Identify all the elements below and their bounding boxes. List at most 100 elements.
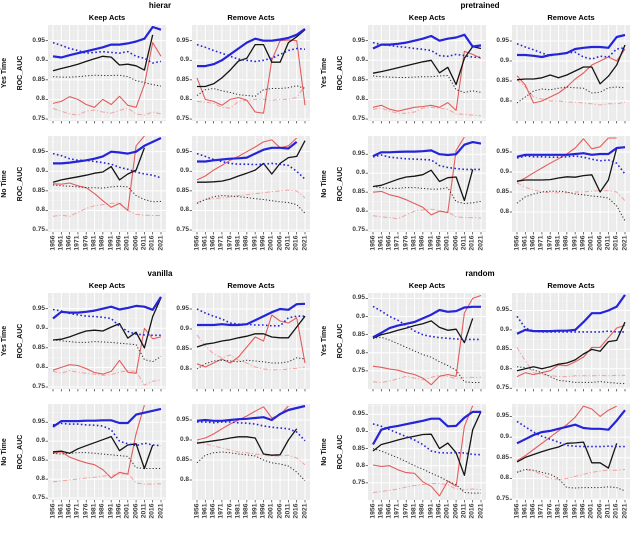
group-title: vanilla: [147, 269, 173, 278]
y-tick-label: 0.9: [499, 433, 509, 441]
y-axis-title: ROC_AUC: [17, 166, 24, 202]
panel-random-keep-acts-yes-time: [365, 293, 486, 392]
series-black-dotted: [196, 357, 306, 370]
series-blue-solid: [516, 294, 626, 335]
series-black-dotted: [196, 195, 306, 214]
y-tick-label: 0.95: [496, 37, 509, 44]
y-tick-label: 0.75: [352, 366, 365, 374]
series-black-solid: [52, 297, 162, 349]
y-tick-label: 0.95: [352, 294, 365, 302]
y-tick-label: 0.85: [352, 444, 365, 452]
series-black-solid: [516, 44, 626, 85]
panel-pretrained-remove-acts-no-time: [509, 136, 630, 235]
x-tick-label: 2016: [612, 503, 620, 519]
facet-group-random: random Keep Acts Remove Acts Yes Time No…: [320, 268, 640, 535]
x-tick-label: 2001: [267, 235, 275, 251]
series-blue-dotted: [372, 305, 481, 341]
row-label-yes-time: Yes Time: [321, 57, 328, 89]
x-tick-label: 1986: [562, 235, 570, 251]
y-tick-label: 0.95: [32, 418, 45, 426]
y-tick-label: 0.9: [35, 324, 45, 332]
y-tick-label: 0.8: [35, 475, 45, 483]
y-tick-label: 0.9: [179, 436, 189, 443]
series-black-solid: [52, 435, 154, 470]
y-tick-label: 0.85: [496, 188, 509, 195]
y-tick-label: 0.8: [499, 474, 509, 482]
y-tick-label: 0.8: [355, 95, 365, 103]
x-tick-label: 2016: [612, 235, 620, 251]
y-tick-label: 0.85: [176, 75, 189, 83]
x-tick-label: 1986: [98, 235, 106, 251]
series-black-solid: [52, 34, 154, 72]
series-red-dashdot: [516, 182, 626, 202]
y-tick-label: 0.75: [496, 495, 509, 503]
column-header-keep-acts: Keep Acts: [88, 13, 126, 22]
series-red-solid: [52, 327, 162, 375]
series-black-dotted: [372, 336, 481, 383]
series-blue-solid: [372, 140, 482, 158]
row-label-no-time: No Time: [321, 170, 328, 198]
column-header-remove-acts: Remove Acts: [547, 281, 595, 290]
y-tick-label: 0.8: [499, 208, 509, 215]
y-axis-title: ROC_AUC: [337, 55, 344, 91]
y-tick-label: 0.9: [499, 325, 509, 333]
series-black-solid: [372, 169, 474, 202]
row-label-yes-time: Yes Time: [321, 325, 328, 357]
x-tick-label: 2021: [477, 235, 484, 251]
x-tick-label: 1986: [242, 503, 250, 519]
series-blue-dotted: [516, 43, 626, 60]
x-tick-label: 2016: [148, 503, 156, 519]
y-tick-label: 0.95: [32, 36, 45, 44]
panel-vanilla-keep-acts-no-time: [45, 404, 166, 503]
y-tick-label: 0.8: [499, 364, 509, 372]
x-tick-label: 2001: [123, 503, 131, 519]
group-title: random: [465, 269, 495, 278]
series-blue-solid: [52, 407, 162, 428]
column-header-remove-acts: Remove Acts: [227, 281, 275, 290]
panel-random-keep-acts-no-time: [365, 404, 486, 503]
x-tick-label: 2021: [301, 503, 308, 519]
y-tick-label: 0.8: [35, 363, 45, 371]
y-tick-label: 0.85: [352, 75, 365, 83]
x-tick-label: 2016: [468, 235, 476, 251]
y-tick-label: 0.9: [179, 167, 189, 175]
y-tick-label: 0.85: [32, 343, 45, 351]
y-axis-title: ROC_AUC: [337, 166, 344, 202]
series-red-solid: [372, 294, 482, 386]
series-blue-solid: [52, 296, 162, 320]
series-blue-dotted: [196, 308, 305, 327]
series-blue-dotted: [196, 43, 306, 63]
x-tick-label: 1986: [418, 503, 426, 519]
panel-pretrained-keep-acts-yes-time: [365, 25, 486, 124]
y-tick-label: 0.75: [32, 383, 45, 391]
facet-group-pretrained: pretrained Keep Acts Remove Acts Yes Tim…: [320, 0, 640, 267]
y-tick-label: 0.75: [352, 226, 365, 234]
series-black-dotted: [516, 86, 626, 104]
series-red-dashdot: [196, 189, 306, 204]
y-tick-label: 0.85: [352, 188, 365, 196]
y-tick-label: 0.8: [355, 461, 365, 469]
y-tick-label: 0.95: [496, 148, 509, 155]
x-tick-label: 2021: [477, 503, 484, 519]
series-red-dashdot: [52, 107, 162, 116]
panel-pretrained-remove-acts-yes-time: [509, 25, 630, 124]
x-tick-label: 2021: [301, 235, 308, 251]
x-tick-label: 2021: [621, 503, 628, 519]
y-tick-label: 0.9: [179, 325, 189, 332]
series-black-solid: [372, 318, 474, 344]
series-red-dashdot: [372, 106, 482, 117]
series-blue-solid: [197, 141, 298, 163]
panel-pretrained-keep-acts-no-time: [365, 136, 486, 235]
x-tick-label: 2001: [443, 503, 451, 519]
x-tick-label: 2016: [292, 235, 300, 251]
row-label-yes-time: Yes Time: [1, 57, 8, 89]
y-tick-label: 0.75: [352, 478, 365, 486]
x-tick-label: 2021: [157, 503, 164, 519]
series-red-solid: [52, 404, 145, 479]
y-tick-label: 0.85: [176, 456, 189, 463]
x-tick-label: 2016: [148, 235, 156, 251]
y-tick-label: 0.9: [35, 437, 45, 445]
panel-hierar-remove-acts-yes-time: [189, 25, 310, 124]
series-red-solid: [516, 48, 626, 104]
y-tick-label: 0.9: [35, 167, 45, 175]
